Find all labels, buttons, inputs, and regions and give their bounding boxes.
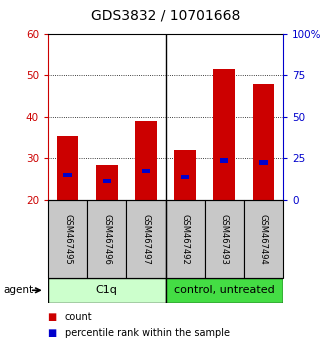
Text: GSM467493: GSM467493: [220, 213, 229, 264]
Bar: [220, 158, 228, 162]
Text: GSM467496: GSM467496: [102, 213, 111, 264]
Bar: [166, 278, 283, 303]
Bar: [253, 84, 274, 200]
Text: GDS3832 / 10701668: GDS3832 / 10701668: [91, 9, 240, 23]
Bar: [174, 150, 196, 200]
Text: percentile rank within the sample: percentile rank within the sample: [65, 328, 229, 338]
Text: GSM467497: GSM467497: [141, 213, 150, 264]
Bar: [126, 200, 166, 278]
Bar: [48, 278, 166, 303]
Text: GSM467495: GSM467495: [63, 213, 72, 264]
Text: count: count: [65, 312, 92, 322]
Bar: [181, 175, 189, 179]
Text: ■: ■: [47, 328, 56, 338]
Bar: [48, 200, 87, 278]
Bar: [142, 169, 150, 173]
Bar: [244, 200, 283, 278]
Text: GSM467492: GSM467492: [181, 213, 190, 264]
Bar: [96, 165, 118, 200]
Bar: [205, 200, 244, 278]
Bar: [57, 136, 78, 200]
Text: ■: ■: [47, 312, 56, 322]
Bar: [166, 200, 205, 278]
Bar: [135, 121, 157, 200]
Text: GSM467494: GSM467494: [259, 213, 268, 264]
Bar: [103, 179, 111, 183]
Bar: [259, 160, 267, 165]
Text: C1q: C1q: [96, 285, 118, 295]
Bar: [213, 69, 235, 200]
Text: control, untreated: control, untreated: [174, 285, 275, 295]
Text: agent: agent: [3, 285, 33, 295]
Bar: [87, 200, 126, 278]
Bar: [64, 173, 72, 177]
